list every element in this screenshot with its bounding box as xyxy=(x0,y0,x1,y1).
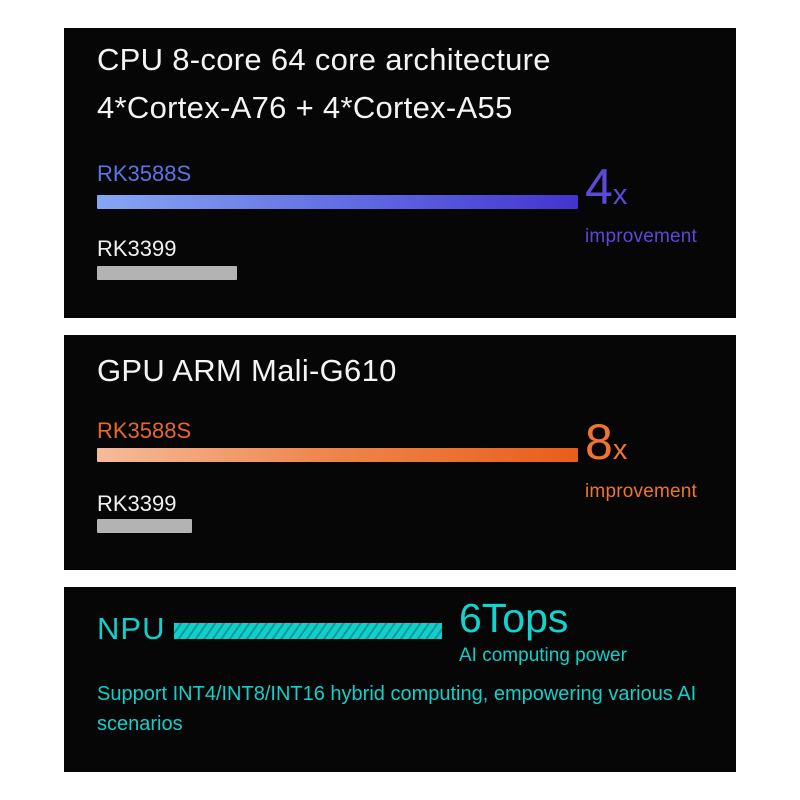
gpu-multiplier-suffix: x xyxy=(612,434,628,466)
cpu-rk3399-bar xyxy=(97,266,237,280)
cpu-rk3588s-bar xyxy=(97,195,578,209)
cpu-multiplier-value: 4 xyxy=(585,159,613,215)
gpu-rk3399-bar xyxy=(97,519,192,533)
gpu-improvement-multiplier: 8x improvement xyxy=(585,417,745,503)
gpu-title: GPU ARM Mali-G610 xyxy=(97,353,397,388)
gpu-rk3588s-label: RK3588S xyxy=(97,418,192,443)
npu-bar xyxy=(174,623,442,639)
gpu-multiplier-value: 8 xyxy=(585,414,613,470)
npu-caption: AI computing power xyxy=(459,645,627,666)
npu-label: NPU xyxy=(97,611,166,646)
gpu-multiplier-caption: improvement xyxy=(585,481,698,502)
gpu-rk3399-label: RK3399 xyxy=(97,491,177,516)
cpu-multiplier-text: 4x xyxy=(585,162,745,225)
cpu-panel: CPU 8-core 64 core architecture 4*Cortex… xyxy=(64,28,736,318)
cpu-improvement-multiplier: 4x improvement xyxy=(585,162,745,248)
gpu-rk3588s-bar xyxy=(97,448,578,462)
gpu-multiplier-text: 8x xyxy=(585,417,745,480)
cpu-subtitle: 4*Cortex-A76 + 4*Cortex-A55 xyxy=(97,90,513,125)
gpu-panel: GPU ARM Mali-G610 RK3588S 8x improvement… xyxy=(64,335,736,570)
cpu-multiplier-suffix: x xyxy=(612,179,628,211)
cpu-title: CPU 8-core 64 core architecture xyxy=(97,42,551,77)
npu-panel: NPU 6Tops AI computing power Support INT… xyxy=(64,587,736,772)
npu-description: Support INT4/INT8/INT16 hybrid computing… xyxy=(97,683,697,735)
cpu-rk3588s-label: RK3588S xyxy=(97,161,192,186)
cpu-multiplier-caption: improvement xyxy=(585,226,698,247)
cpu-rk3399-label: RK3399 xyxy=(97,236,177,261)
npu-tops-value: 6Tops xyxy=(459,595,569,641)
